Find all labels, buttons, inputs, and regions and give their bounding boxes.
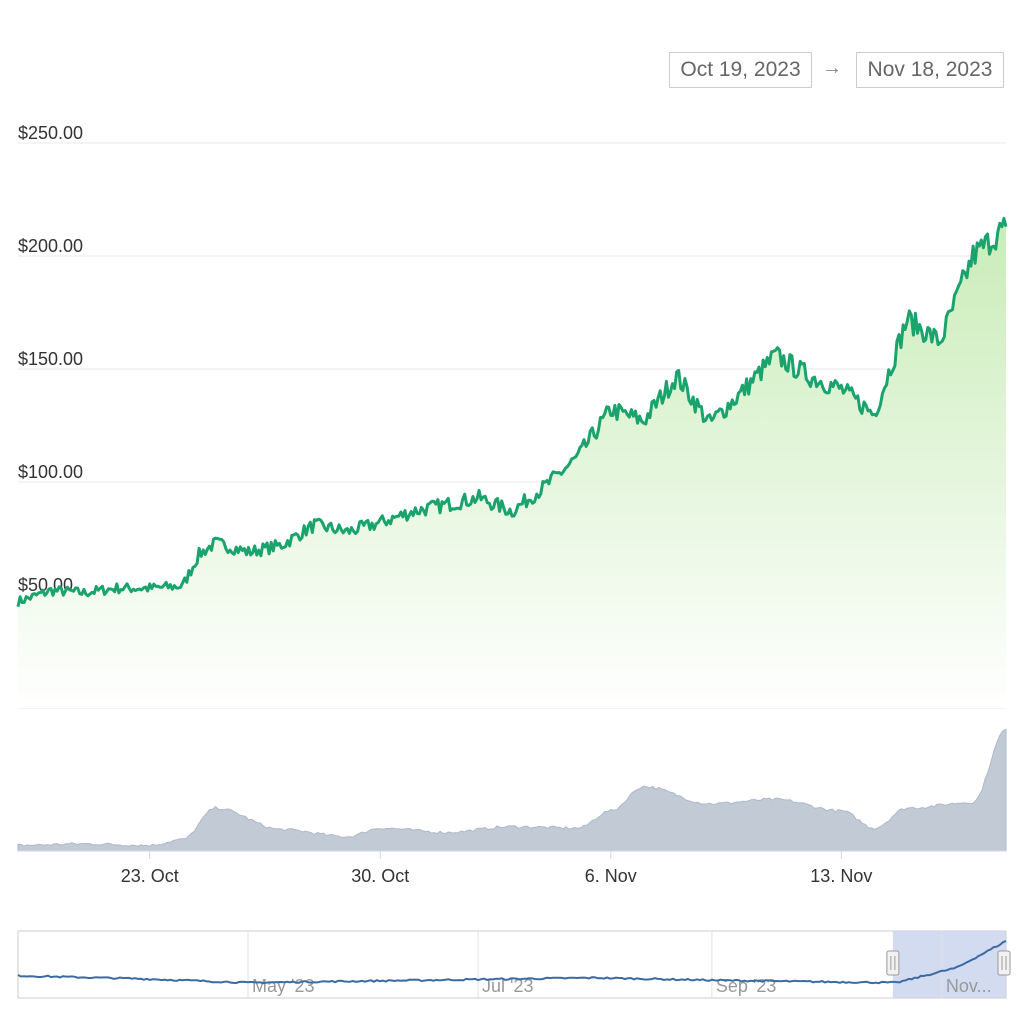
navigator-line <box>17 940 1007 985</box>
x-tick-label: 23. Oct <box>121 866 179 886</box>
navigator-tick-label: Sep '23 <box>716 976 777 996</box>
date-to-input[interactable]: Nov 18, 2023 <box>856 52 1004 88</box>
y-tick-label: $150.00 <box>18 349 83 369</box>
navigator-selection[interactable] <box>892 931 1006 998</box>
volume-area <box>17 728 1007 852</box>
price-area <box>18 218 1006 708</box>
navigator-tick-label: May '23 <box>252 976 314 996</box>
date-from-input[interactable]: Oct 19, 2023 <box>669 52 812 88</box>
navigator-frame <box>17 930 1007 999</box>
navigator-tick-label: Nov... <box>946 976 992 996</box>
range-arrow-icon: → <box>822 57 842 79</box>
price-line <box>16 216 1008 608</box>
y-tick-label: $250.00 <box>18 123 83 143</box>
navigator-tick-label: Jul '23 <box>482 976 533 996</box>
navigator-handle-left[interactable] <box>886 950 900 976</box>
x-tick-label: 6. Nov <box>585 866 637 886</box>
navigator-handle-right[interactable] <box>997 950 1011 976</box>
y-tick-label: $100.00 <box>18 462 83 482</box>
x-tick-label: 13. Nov <box>810 866 872 886</box>
y-tick-label: $200.00 <box>18 236 83 256</box>
x-tick-label: 30. Oct <box>351 866 409 886</box>
